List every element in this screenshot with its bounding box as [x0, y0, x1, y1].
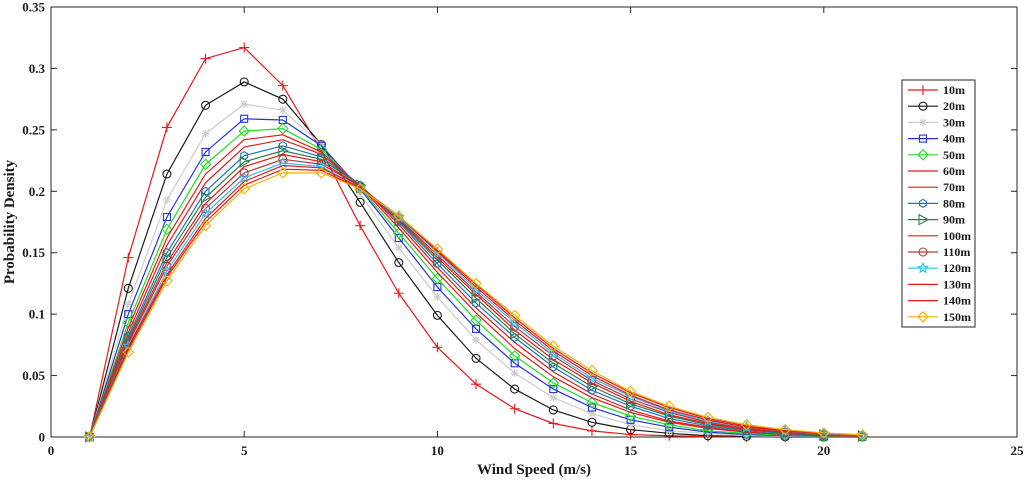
- data-point-10m: [123, 253, 133, 263]
- legend-label: 60m: [943, 164, 965, 178]
- data-point-10m: [162, 122, 172, 132]
- data-point-10m: [201, 54, 211, 64]
- data-point-30m: [202, 130, 210, 138]
- data-point-30m: [472, 336, 480, 344]
- y-axis-label: Probability Density: [2, 159, 18, 284]
- legend-marker: [919, 118, 927, 126]
- x-tick-label: 0: [48, 443, 55, 458]
- legend-label: 130m: [943, 277, 971, 291]
- y-tick-label: 0.25: [22, 122, 45, 137]
- y-tick-label: 0.05: [22, 368, 45, 383]
- data-point-30m: [511, 369, 519, 377]
- y-tick-label: 0.2: [29, 184, 45, 199]
- series-layer: [85, 43, 868, 442]
- legend-label: 40m: [943, 132, 965, 146]
- data-point-10m: [510, 404, 520, 414]
- legend-label: 120m: [943, 261, 971, 275]
- data-point-10m: [548, 418, 558, 428]
- y-tick-label: 0: [39, 430, 46, 445]
- legend-label: 140m: [943, 294, 971, 308]
- legend-label: 90m: [943, 213, 965, 227]
- x-tick-label: 25: [1011, 443, 1024, 458]
- legend-label: 20m: [943, 99, 965, 113]
- legend-label: 30m: [943, 115, 965, 129]
- data-point-10m: [394, 288, 404, 298]
- y-tick-label: 0.35: [22, 0, 45, 15]
- data-point-30m: [395, 244, 403, 252]
- data-point-30m: [549, 394, 557, 402]
- legend-label: 150m: [943, 310, 971, 324]
- data-point-10m: [587, 426, 597, 436]
- data-point-30m: [279, 106, 287, 114]
- legend-label: 80m: [943, 196, 965, 210]
- x-axis-label: Wind Speed (m/s): [477, 462, 591, 478]
- legend-label: 100m: [943, 229, 971, 243]
- series-30m: [86, 100, 867, 441]
- legend-label: 110m: [943, 245, 970, 259]
- x-tick-label: 10: [431, 443, 444, 458]
- data-point-30m: [163, 196, 171, 204]
- x-tick-label: 20: [817, 443, 830, 458]
- legend-label: 50m: [943, 148, 965, 162]
- legend: 10m 20m 30m 40m 50m 60m 70m 80m 90m 100m 110m 120m 1…: [902, 80, 975, 327]
- y-tick-label: 0.15: [22, 245, 45, 260]
- series-90m: [86, 146, 868, 442]
- y-tick-label: 0.3: [29, 61, 46, 76]
- data-point-30m: [627, 421, 635, 429]
- legend-label: 10m: [943, 83, 965, 97]
- x-tick-label: 15: [624, 443, 638, 458]
- x-tick-label: 5: [241, 443, 248, 458]
- data-point-10m: [355, 221, 365, 231]
- data-point-30m: [433, 293, 441, 301]
- data-point-30m: [240, 100, 248, 108]
- legend-label: 70m: [943, 180, 965, 194]
- y-tick-label: 0.1: [29, 307, 45, 322]
